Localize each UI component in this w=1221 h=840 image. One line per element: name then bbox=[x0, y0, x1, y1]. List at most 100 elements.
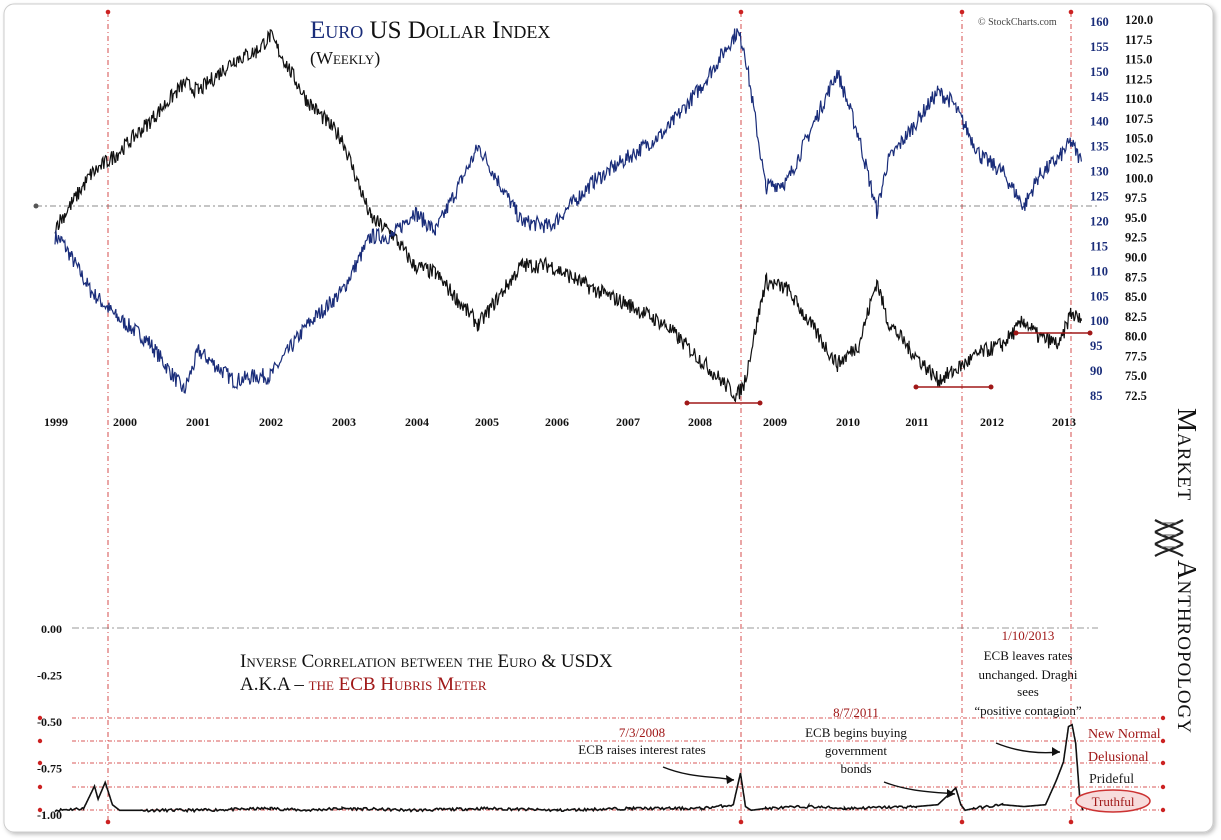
title-usd: US Dollar Index bbox=[370, 17, 551, 44]
event-guide-dot bbox=[738, 819, 744, 825]
dna-helix-icon bbox=[1154, 519, 1184, 557]
y-right-tick-label: 107.5 bbox=[1125, 112, 1153, 126]
event-guide-dot bbox=[959, 819, 965, 825]
annotation-2013: 1/10/2013 ECB leaves rates unchanged. Dr… bbox=[974, 628, 1082, 756]
support-dot bbox=[1013, 330, 1019, 336]
level-label-prideful: Prideful bbox=[1089, 772, 1134, 787]
y-left-tick-label: 110 bbox=[1090, 264, 1108, 278]
top-chart: Euro US Dollar Index (Weekly) © StockCha… bbox=[33, 12, 1153, 822]
x-tick-label: 2009 bbox=[763, 415, 787, 429]
y-right-tick-label: 115.0 bbox=[1125, 53, 1152, 67]
level-dot bbox=[1160, 760, 1166, 766]
annotation-text: ECB raises interest rates bbox=[578, 742, 705, 757]
event-guide-dot bbox=[105, 9, 111, 15]
y-left-tick-label: 130 bbox=[1090, 165, 1109, 179]
arrow-head bbox=[947, 789, 955, 798]
y-right-tick-label: 112.5 bbox=[1125, 72, 1152, 86]
level-dot bbox=[1160, 738, 1166, 744]
y-left-tick-label: 150 bbox=[1090, 65, 1109, 79]
y-left-axis-ticks: 160 155 150 145 140 135 130 125 120 115 110 105 100 9… bbox=[1090, 15, 1109, 403]
x-tick-label: 2004 bbox=[405, 415, 429, 429]
y-right-tick-label: 120.0 bbox=[1125, 13, 1153, 27]
y-right-tick-label: 77.5 bbox=[1125, 349, 1147, 363]
y-left-tick-label: 155 bbox=[1090, 40, 1109, 54]
brand-word-anthropology: Anthropology bbox=[1172, 560, 1202, 734]
level-dot bbox=[1160, 807, 1166, 813]
y-left-tick-label: 120 bbox=[1090, 215, 1109, 229]
x-tick-label: 2003 bbox=[332, 415, 356, 429]
y-right-tick-label: 90.0 bbox=[1125, 251, 1147, 265]
y-right-tick-label: 82.5 bbox=[1125, 310, 1147, 324]
support-dot bbox=[988, 384, 994, 390]
annotation-date: 8/7/2011 bbox=[833, 705, 879, 720]
y-left-tick-label: 105 bbox=[1090, 289, 1109, 303]
y-bottom-tick-label: 0.00 bbox=[41, 622, 62, 636]
usd-series-line bbox=[54, 29, 1082, 403]
x-tick-label: 2008 bbox=[688, 415, 712, 429]
y-right-tick-label: 97.5 bbox=[1125, 191, 1147, 205]
x-tick-label: 2012 bbox=[980, 415, 1004, 429]
level-dot bbox=[37, 807, 43, 813]
y-left-tick-label: 100 bbox=[1090, 314, 1109, 328]
annotation-text: sees bbox=[1017, 684, 1039, 699]
y-left-tick-label: 160 bbox=[1090, 15, 1109, 29]
event-guide-dot bbox=[959, 9, 965, 15]
support-dot bbox=[757, 400, 763, 406]
x-tick-label: 2013 bbox=[1052, 415, 1076, 429]
y-bottom-tick-label: -0.50 bbox=[37, 715, 62, 729]
event-guide-dot bbox=[105, 819, 111, 825]
x-axis-ticks: 1999 2000 2001 2002 2003 2004 2005 2006 2007 2008… bbox=[44, 415, 1076, 429]
level-label-delusional: Delusional bbox=[1088, 750, 1149, 765]
support-dot bbox=[1087, 330, 1093, 336]
level-dot bbox=[37, 715, 43, 721]
x-tick-label: 2002 bbox=[259, 415, 283, 429]
y-right-tick-label: 72.5 bbox=[1125, 389, 1147, 403]
y-right-tick-label: 100.0 bbox=[1125, 171, 1153, 185]
arrow-head bbox=[1052, 747, 1060, 756]
bottom-title-highlight: the ECB Hubris Meter bbox=[309, 674, 487, 695]
y-left-tick-label: 85 bbox=[1090, 389, 1103, 403]
x-tick-label: 2007 bbox=[616, 415, 640, 429]
bottom-chart: 0.00-0.25-0.50-0.75-1.00 Inverse Correla… bbox=[37, 9, 1166, 825]
crossover-marker bbox=[33, 203, 39, 209]
y-left-tick-label: 140 bbox=[1090, 115, 1109, 129]
y-bottom-tick-label: -0.75 bbox=[37, 762, 62, 776]
truthful-highlight-ellipse bbox=[1075, 789, 1151, 813]
brand-word-market: Market bbox=[1172, 408, 1202, 501]
y-right-tick-label: 87.5 bbox=[1125, 270, 1147, 284]
level-dot bbox=[37, 738, 43, 744]
y-right-tick-label: 102.5 bbox=[1125, 152, 1153, 166]
x-tick-label: 1999 bbox=[44, 415, 68, 429]
support-dot bbox=[913, 384, 919, 390]
annotation-text: ECB begins buying bbox=[805, 725, 907, 740]
bottom-title-prefix: A.K.A – bbox=[240, 674, 304, 695]
arrow-head bbox=[726, 775, 734, 784]
x-tick-label: 2011 bbox=[905, 415, 928, 429]
y-left-tick-label: 115 bbox=[1090, 239, 1108, 253]
y-left-tick-label: 125 bbox=[1090, 190, 1109, 204]
y-right-tick-label: 80.0 bbox=[1125, 330, 1147, 344]
y-right-tick-label: 92.5 bbox=[1125, 231, 1147, 245]
y-left-tick-label: 90 bbox=[1090, 364, 1103, 378]
bottom-guides bbox=[105, 9, 1074, 825]
annotation-text: government bbox=[825, 743, 887, 758]
bottom-title-line2: A.K.A – the ECB Hubris Meter bbox=[240, 674, 487, 695]
y-bottom-tick-label: -0.25 bbox=[37, 669, 62, 683]
correlation-series-line bbox=[54, 723, 1084, 814]
x-tick-label: 2001 bbox=[186, 415, 210, 429]
event-guide-dot bbox=[1068, 9, 1074, 15]
card-background bbox=[3, 3, 1214, 833]
y-right-tick-label: 85.0 bbox=[1125, 290, 1147, 304]
chart-title: Euro US Dollar Index bbox=[310, 17, 550, 44]
support-dot bbox=[684, 400, 690, 406]
event-guide-dot bbox=[738, 9, 744, 15]
level-label-truthful: Truthful bbox=[1092, 794, 1135, 809]
x-tick-label: 2006 bbox=[545, 415, 569, 429]
annotation-text: unchanged. Draghi bbox=[979, 667, 1078, 682]
bottom-title-line1: Inverse Correlation between the Euro & U… bbox=[240, 651, 613, 672]
level-dot bbox=[1160, 715, 1166, 721]
y-right-tick-label: 75.0 bbox=[1125, 369, 1147, 383]
chart-subtitle: (Weekly) bbox=[310, 48, 380, 69]
support-markers bbox=[684, 330, 1093, 406]
